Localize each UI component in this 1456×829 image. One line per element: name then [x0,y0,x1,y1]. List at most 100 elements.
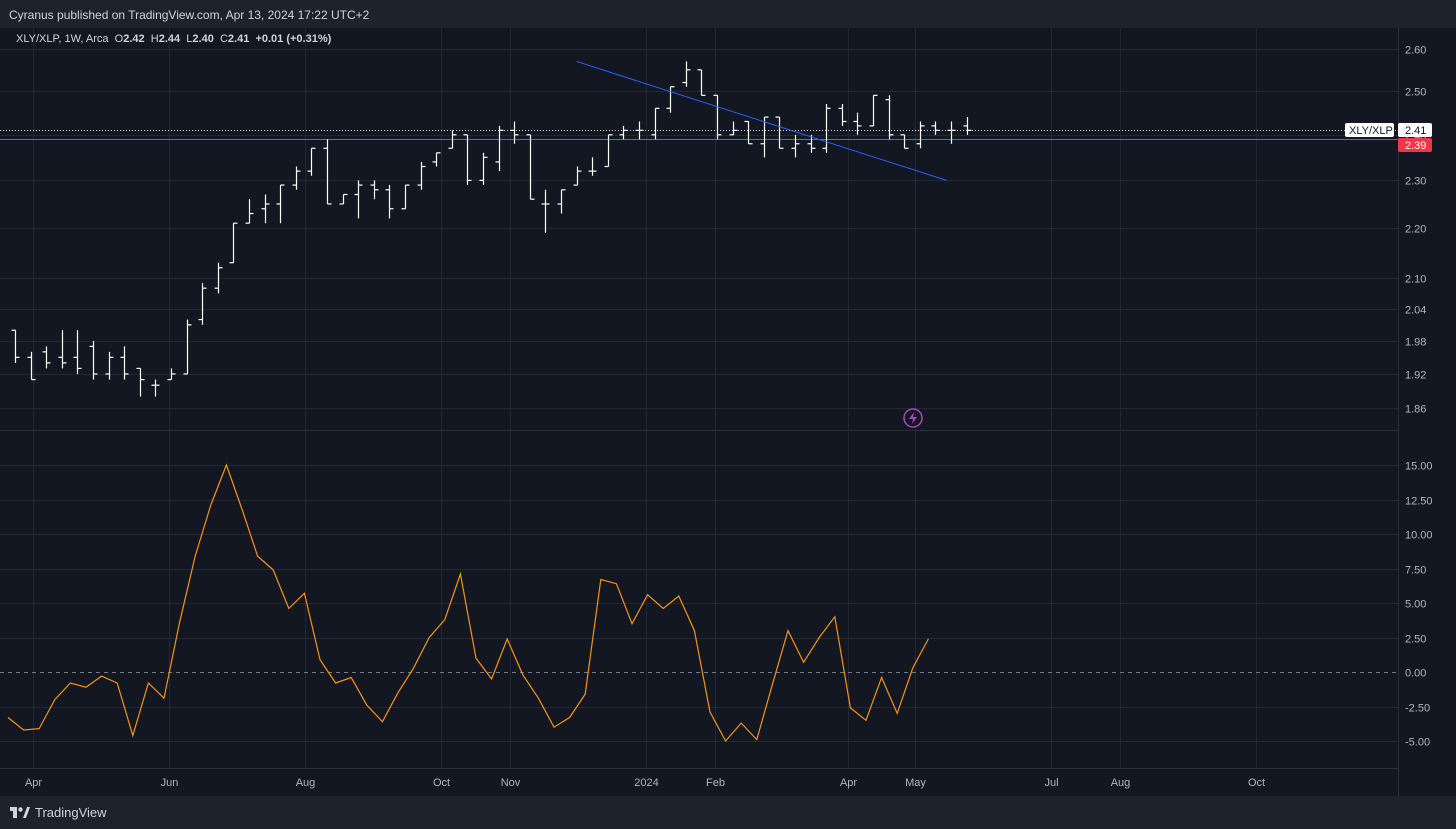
ohlc-bar[interactable] [432,152,441,167]
chart-area[interactable] [0,28,1456,796]
price-tick-label: 2.04 [1405,305,1426,317]
brand-label: TradingView [35,805,107,820]
ohlc-bar[interactable] [463,134,472,186]
ohlc-bar[interactable] [557,189,566,214]
ohlc-bar[interactable] [120,346,129,380]
ohlc-bar[interactable] [479,152,488,186]
legend-low-value: 2.40 [192,33,214,45]
ohlc-bar[interactable] [853,112,862,135]
ohlc-bar[interactable] [136,367,145,397]
ohlc-bar[interactable] [931,121,940,135]
legend-low-label: L [186,33,193,45]
ohlc-bar[interactable] [307,147,316,176]
lightning-bolt-icon [909,412,917,424]
ohlc-bar[interactable] [370,180,379,200]
top-bar: Cyranus published on TradingView.com, Ap… [0,0,1456,28]
ohlc-bar[interactable] [27,351,36,381]
price-tick-label: 1.92 [1405,370,1426,382]
ohlc-bar[interactable] [697,69,706,96]
ohlc-bar[interactable] [619,125,628,140]
ohlc-bar[interactable] [89,340,98,380]
ohlc-bar[interactable] [963,117,972,135]
x-tick-label: Oct [433,777,450,789]
oscillator-line[interactable] [7,463,929,743]
ohlc-bar[interactable] [526,134,535,200]
symbol-name-label-bg [1345,123,1394,137]
ohlc-bar[interactable] [73,330,82,374]
x-tick-label: May [905,777,926,789]
ohlc-bar[interactable] [354,180,363,219]
ohlc-bar[interactable] [573,166,582,186]
ohlc-bar[interactable] [666,86,675,113]
oscillator-tick-label: 0.00 [1405,668,1426,680]
x-tick-label: Nov [501,777,521,789]
ohlc-bar[interactable] [822,103,831,153]
ohlc-bar[interactable] [541,189,550,233]
x-tick-label: Aug [296,777,316,789]
legend-high-label: H [150,33,159,45]
tradingview-brand[interactable]: TradingView [10,805,107,820]
oscillator-tick-label: 10.00 [1405,530,1433,542]
ohlc-bar[interactable] [760,116,769,158]
ohlc-bar[interactable] [198,283,207,325]
ohlc-bar[interactable] [651,107,660,140]
ohlc-bar[interactable] [245,199,254,224]
ohlc-bar[interactable] [229,222,238,264]
ohlc-bar[interactable] [105,351,114,380]
bottom-bar: TradingView [0,796,1456,829]
ohlc-bar[interactable] [916,121,925,149]
ohlc-bar[interactable] [635,121,644,140]
ohlc-bar[interactable] [385,185,394,219]
last-price-label-bg [1398,123,1432,137]
ohlc-bar[interactable] [885,95,894,140]
price-tick-label: 2.20 [1405,224,1426,236]
legend-open-value: 2.42 [123,33,145,45]
ohlc-bar[interactable] [588,157,597,176]
ohlc-bar[interactable] [791,134,800,158]
oscillator-tick-label: 2.50 [1405,634,1426,646]
price-tick-label: 2.30 [1405,176,1426,188]
ohlc-bar[interactable] [183,319,192,375]
ohlc-bar[interactable] [276,184,285,224]
ohlc-bar[interactable] [838,103,847,126]
ohlc-bar[interactable] [339,193,348,205]
ohlc-bar[interactable] [401,184,410,210]
ohlc-bar[interactable] [744,120,753,145]
ohlc-bar[interactable] [292,166,301,190]
x-tick-label: Apr [840,777,857,789]
ohlc-bar[interactable] [167,368,176,381]
ohlc-bar[interactable] [682,61,691,87]
ohlc-bar[interactable] [775,116,784,149]
ohlc-bar[interactable] [58,330,67,369]
ohlc-bar[interactable] [947,121,956,144]
x-tick-label: Apr [25,777,42,789]
ohlc-bar[interactable] [417,161,426,190]
x-tick-label: Jul [1044,777,1058,789]
ohlc-bar[interactable] [11,329,20,363]
price-tick-label: 1.86 [1405,404,1426,416]
lightning-icon[interactable] [903,408,923,428]
support-price-label-bg [1398,138,1432,152]
ohlc-bar[interactable] [807,134,816,153]
trendline[interactable] [576,60,947,181]
ohlc-bar[interactable] [495,125,504,172]
symbol-legend: XLY/XLP, 1W, Arca O2.42 H2.44 L2.40 C2.4… [16,33,331,45]
ohlc-bar[interactable] [900,134,909,149]
oscillator-tick-label: -5.00 [1405,737,1430,749]
ohlc-bar[interactable] [604,134,613,168]
ohlc-bar[interactable] [261,194,270,224]
publisher-text: Cyranus published on TradingView.com, Ap… [9,8,370,22]
ohlc-bar[interactable] [510,121,519,144]
ohlc-bar[interactable] [729,121,738,136]
x-tick-label: Feb [706,777,725,789]
legend-close-label: C [219,33,228,45]
ohlc-bar[interactable] [713,94,722,140]
oscillator-tick-label: 5.00 [1405,599,1426,611]
ohlc-bar[interactable] [323,139,332,205]
ohlc-bar[interactable] [869,94,878,127]
ohlc-bar[interactable] [42,346,51,369]
ohlc-bar[interactable] [151,379,160,397]
ohlc-bar[interactable] [448,130,457,149]
ohlc-bar[interactable] [214,262,223,294]
